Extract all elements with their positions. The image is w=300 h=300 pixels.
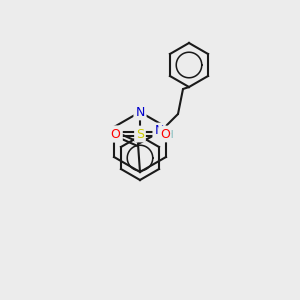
Text: O: O [160,128,170,140]
Text: H: H [165,130,173,140]
Text: S: S [136,128,144,140]
Text: N: N [135,106,145,118]
Text: O: O [111,128,121,140]
Text: N: N [154,124,164,137]
Text: O: O [110,128,120,140]
